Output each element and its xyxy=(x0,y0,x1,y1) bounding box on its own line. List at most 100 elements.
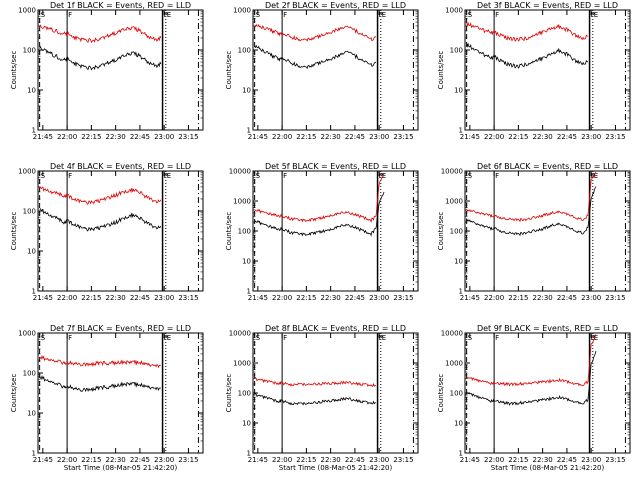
event-marker-label: E xyxy=(382,172,386,180)
x-axis-label: Start Time (08-Mar-05 21:42:20) xyxy=(64,464,178,472)
plot-frame xyxy=(252,9,419,131)
event-marker-label: P xyxy=(379,334,383,342)
event-marker-label: P xyxy=(379,172,383,180)
panel-title: Det 7f BLACK = Events, RED = LLD xyxy=(50,324,191,333)
x-tick-label: 23:15 xyxy=(393,456,413,464)
x-axis-label: Start Time (08-Mar-05 21:42:20) xyxy=(491,464,605,472)
event-marker-label: E xyxy=(167,11,171,19)
y-tick-label: 10000 xyxy=(441,330,463,338)
y-tick-label: 100 xyxy=(23,208,36,216)
y-tick-label: 1 xyxy=(247,450,251,458)
plot-frame xyxy=(464,332,631,454)
x-tick-label: 22:15 xyxy=(81,294,101,302)
x-tick-label: 22:00 xyxy=(484,133,504,141)
y-tick-label: 100 xyxy=(238,47,251,55)
x-tick-label: 22:30 xyxy=(321,294,341,302)
y-tick-label: 1 xyxy=(247,288,251,296)
x-tick-label: 21:45 xyxy=(460,133,480,141)
x-tick-label: 23:00 xyxy=(369,294,389,302)
lld-series-line xyxy=(39,24,162,44)
event-marker-label: F xyxy=(495,11,499,19)
x-tick-label: 22:00 xyxy=(484,294,504,302)
event-marker-label: P xyxy=(379,11,383,19)
x-tick-label: 23:00 xyxy=(581,456,601,464)
panel-title: Det 4f BLACK = Events, RED = LLD xyxy=(50,162,191,171)
y-axis-label: Counts/sec xyxy=(225,374,233,413)
event-marker-label: F xyxy=(68,334,72,342)
x-tick-label: 22:45 xyxy=(130,294,150,302)
y-tick-label: 1000 xyxy=(233,7,251,15)
y-tick-label: 1000 xyxy=(18,330,36,338)
detector-panel: Det 8f BLACK = Events, RED = LLD 1 10 100 10… xyxy=(225,324,419,472)
y-tick-label: 1 xyxy=(32,127,36,135)
y-axis-label: Counts/sec xyxy=(10,374,18,413)
y-tick-label: 1 xyxy=(459,450,463,458)
events-series-line xyxy=(39,375,161,393)
x-tick-label: 22:45 xyxy=(345,294,365,302)
y-axis-label: Counts/sec xyxy=(437,212,445,251)
y-tick-label: 10 xyxy=(242,87,251,95)
x-tick-label: 21:45 xyxy=(33,133,53,141)
event-marker-label: P xyxy=(164,172,168,180)
panel-title: Det 6f BLACK = Events, RED = LLD xyxy=(477,162,618,171)
event-marker-label: F xyxy=(283,334,287,342)
x-tick-label: 23:15 xyxy=(178,133,198,141)
y-tick-label: 1000 xyxy=(445,7,463,15)
lld-series-line xyxy=(254,23,377,42)
y-tick-label: 10 xyxy=(242,258,251,266)
x-tick-label: 22:00 xyxy=(484,456,504,464)
x-tick-label: 23:00 xyxy=(369,456,389,464)
y-tick-label: 10 xyxy=(27,410,36,418)
plot-frame xyxy=(37,170,204,292)
x-tick-label: 23:00 xyxy=(369,133,389,141)
detector-panel: Det 4f BLACK = Events, RED = LLD 1 10 100 10… xyxy=(10,162,204,302)
event-marker-label: S xyxy=(41,172,46,180)
y-tick-label: 1000 xyxy=(18,7,36,15)
detector-panel: Det 5f BLACK = Events, RED = LLD 1 10 100 10… xyxy=(225,162,419,302)
x-tick-label: 22:45 xyxy=(130,456,150,464)
event-marker-label: S xyxy=(468,11,473,19)
y-tick-label: 1000 xyxy=(445,198,463,206)
panel-title: Det 8f BLACK = Events, RED = LLD xyxy=(265,324,406,333)
x-tick-label: 22:15 xyxy=(508,294,528,302)
x-tick-label: 21:45 xyxy=(248,294,268,302)
y-tick-label: 1000 xyxy=(233,360,251,368)
event-marker-label: E xyxy=(167,334,171,342)
x-tick-label: 22:30 xyxy=(106,456,126,464)
y-axis-label: Counts/sec xyxy=(10,51,18,90)
panel-title: Det 1f BLACK = Events, RED = LLD xyxy=(50,1,191,10)
x-tick-label: 22:15 xyxy=(81,456,101,464)
events-series-line xyxy=(39,45,162,71)
y-tick-label: 10 xyxy=(27,87,36,95)
events-series-line xyxy=(254,392,376,406)
event-marker-label: E xyxy=(594,172,598,180)
x-tick-label: 23:00 xyxy=(154,133,174,141)
x-tick-label: 23:15 xyxy=(178,456,198,464)
event-marker-label: S xyxy=(256,334,261,342)
events-series-line xyxy=(254,191,385,237)
y-axis-label: Counts/sec xyxy=(437,51,445,90)
x-tick-label: 22:15 xyxy=(508,456,528,464)
x-tick-label: 22:45 xyxy=(557,294,577,302)
y-tick-label: 10 xyxy=(27,248,36,256)
x-tick-label: 21:45 xyxy=(33,294,53,302)
y-tick-label: 100 xyxy=(23,370,36,378)
x-tick-label: 22:45 xyxy=(130,133,150,141)
event-marker-label: E xyxy=(594,11,598,19)
panel-title: Det 5f BLACK = Events, RED = LLD xyxy=(265,162,406,171)
y-axis-label: Counts/sec xyxy=(10,212,18,251)
y-tick-label: 10000 xyxy=(229,330,251,338)
event-marker-label: F xyxy=(68,172,72,180)
event-marker-label: S xyxy=(256,172,261,180)
x-tick-label: 22:30 xyxy=(533,456,553,464)
x-tick-label: 23:15 xyxy=(605,456,625,464)
event-marker-label: E xyxy=(594,334,598,342)
y-tick-label: 1000 xyxy=(445,360,463,368)
x-tick-label: 22:30 xyxy=(106,133,126,141)
y-tick-label: 1 xyxy=(459,127,463,135)
x-tick-label: 23:15 xyxy=(605,294,625,302)
panel-title: Det 3f BLACK = Events, RED = LLD xyxy=(477,1,618,10)
x-tick-label: 22:45 xyxy=(557,456,577,464)
x-tick-label: 23:00 xyxy=(581,133,601,141)
